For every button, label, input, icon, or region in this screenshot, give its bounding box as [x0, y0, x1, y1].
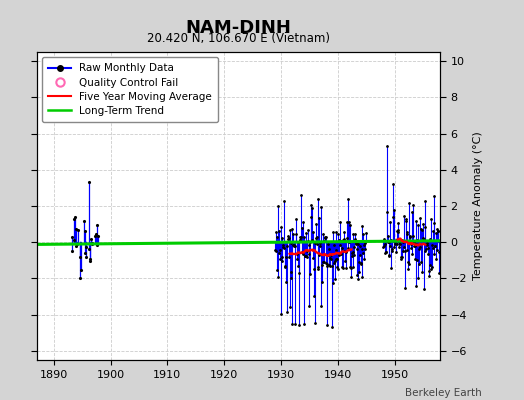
Title: NAM-DINH: NAM-DINH	[185, 18, 291, 36]
Text: Berkeley Earth: Berkeley Earth	[406, 388, 482, 398]
Legend: Raw Monthly Data, Quality Control Fail, Five Year Moving Average, Long-Term Tren: Raw Monthly Data, Quality Control Fail, …	[42, 57, 219, 122]
Text: 20.420 N, 106.670 E (Vietnam): 20.420 N, 106.670 E (Vietnam)	[147, 32, 330, 45]
Y-axis label: Temperature Anomaly (°C): Temperature Anomaly (°C)	[473, 132, 483, 280]
